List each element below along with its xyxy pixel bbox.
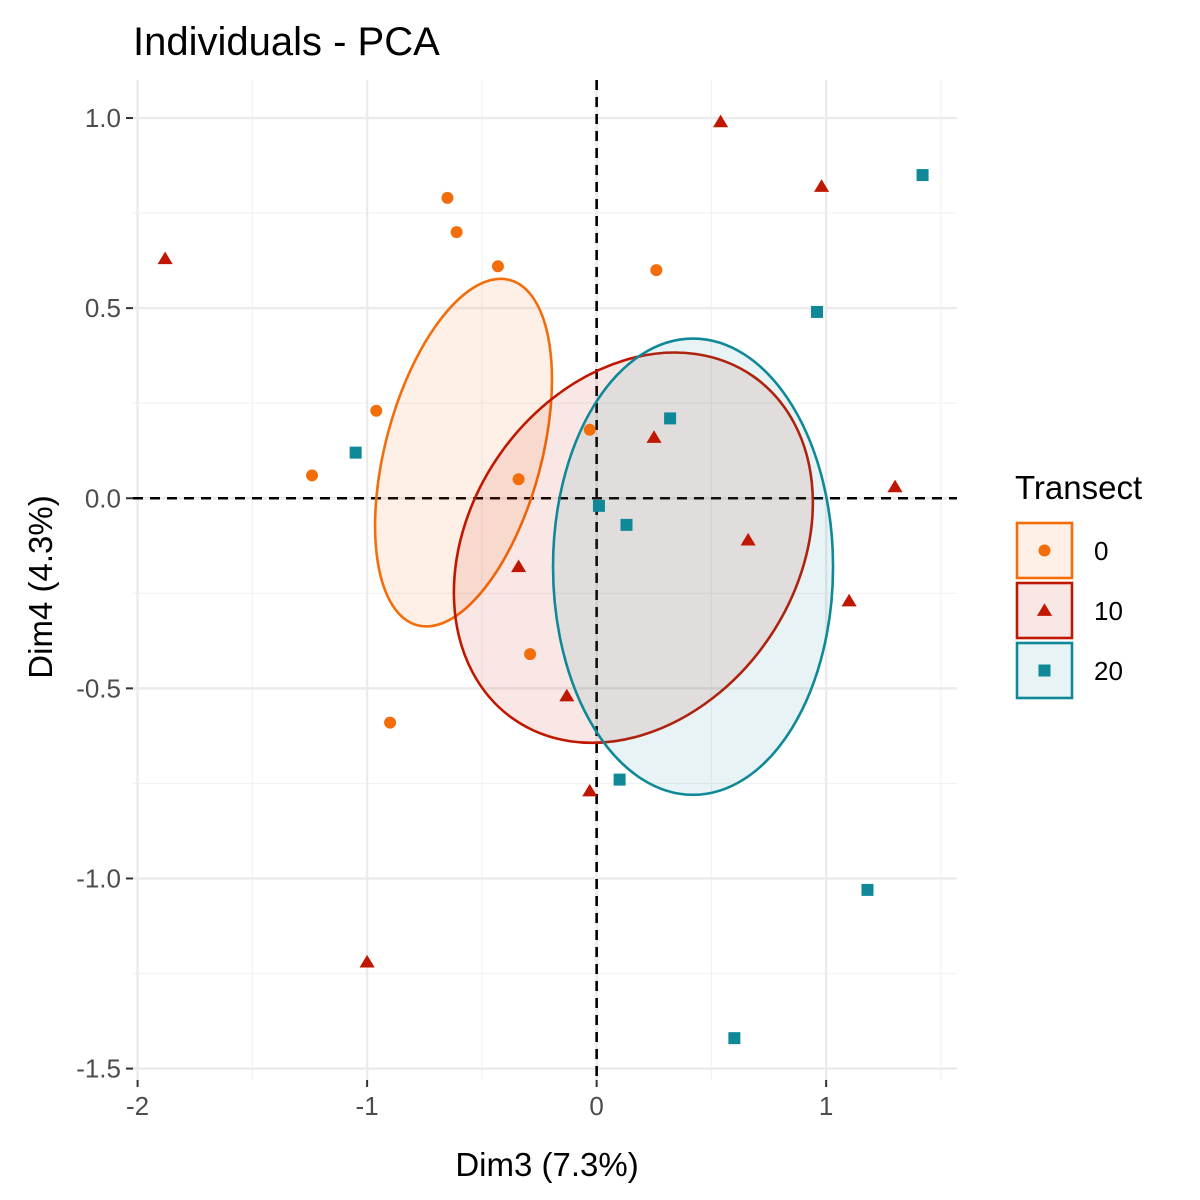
point-group-0 (384, 716, 397, 729)
reference-lines (133, 80, 957, 1080)
point-group-10 (646, 430, 662, 443)
legend-label-0: 0 (1094, 536, 1108, 566)
point-group-10 (814, 179, 830, 192)
legend-label-20: 20 (1094, 656, 1123, 686)
point-group-0 (450, 226, 463, 239)
point-group-0 (512, 473, 525, 486)
legend-marker-0 (1038, 544, 1051, 557)
x-tick-label: -1 (356, 1091, 379, 1121)
x-tick-label: 0 (589, 1091, 603, 1121)
ellipse-group-10 (452, 351, 815, 745)
point-group-10 (511, 559, 527, 573)
axes: -2 -1 0 1 1.0 0.5 0.0 -0.5 -1.0 -1.5 (76, 103, 833, 1121)
legend-title: Transect (1015, 469, 1142, 506)
point-group-10 (713, 114, 729, 128)
point-group-10 (157, 251, 173, 265)
ellipse-group-20 (551, 337, 835, 797)
x-tick-label: -2 (126, 1091, 149, 1121)
legend-key-10 (1015, 581, 1074, 640)
point-group-0 (650, 264, 663, 277)
point-group-20 (728, 1032, 741, 1045)
legend-key-0 (1015, 521, 1074, 580)
ellipse-group-0 (373, 277, 554, 628)
point-group-0 (370, 404, 383, 417)
legend: Transect 0 10 20 (1015, 469, 1142, 700)
point-group-0 (583, 423, 596, 436)
data-points (157, 114, 929, 1045)
y-axis-title: Dim4 (4.3%) (22, 495, 59, 678)
point-group-10 (582, 783, 598, 797)
point-group-10 (887, 479, 903, 493)
point-group-10 (359, 954, 375, 968)
point-group-10 (559, 688, 575, 702)
y-tick-label: -1.0 (76, 863, 121, 893)
legend-marker-20 (1038, 664, 1051, 677)
y-tick-label: -0.5 (76, 673, 121, 703)
point-group-20 (620, 518, 633, 531)
point-group-20 (613, 773, 626, 786)
point-group-10 (740, 532, 756, 546)
point-group-0 (441, 191, 454, 204)
x-tick-label: 1 (819, 1091, 833, 1121)
legend-marker-10 (1036, 603, 1053, 616)
legend-label-10: 10 (1094, 596, 1123, 626)
point-group-20 (664, 412, 677, 425)
point-group-20 (916, 169, 929, 182)
point-group-10 (841, 593, 857, 607)
point-group-0 (306, 469, 319, 482)
point-group-0 (524, 648, 537, 661)
point-group-20 (810, 305, 823, 318)
point-group-20 (861, 883, 874, 896)
point-group-20 (349, 446, 362, 459)
confidence-ellipses (373, 277, 835, 797)
chart-title: Individuals - PCA (133, 20, 440, 64)
y-tick-label: 1.0 (85, 103, 121, 133)
y-tick-label: 0.0 (85, 483, 121, 513)
y-tick-label: -1.5 (76, 1054, 121, 1084)
point-group-20 (592, 499, 605, 512)
major-grid (133, 80, 957, 1080)
point-group-0 (491, 260, 504, 273)
x-axis-title: Dim3 (7.3%) (455, 1146, 638, 1183)
y-tick-label: 0.5 (85, 293, 121, 323)
